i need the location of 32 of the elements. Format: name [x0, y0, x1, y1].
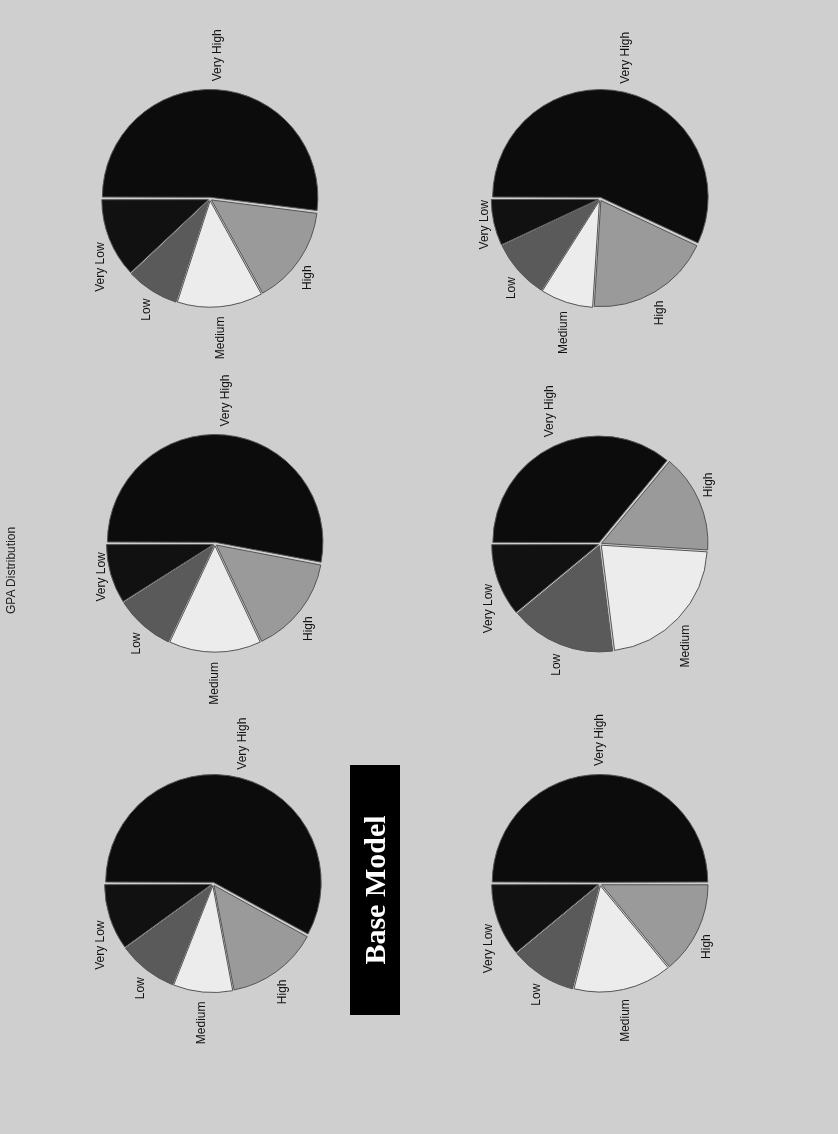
slice-label: Very Low — [481, 583, 496, 634]
slice-label: High — [299, 265, 314, 291]
chart-title: GPA Distribution — [4, 526, 18, 614]
slice-label: Low — [529, 983, 544, 1006]
slice-label: High — [699, 934, 714, 959]
text: Base Model — [350, 765, 400, 1015]
slice-label: Medium — [678, 624, 693, 668]
slice-label: Low — [129, 632, 144, 655]
slice-label: Very Low — [477, 199, 492, 250]
slice-label: Low — [139, 298, 154, 321]
slice-label: Very High — [542, 385, 557, 438]
slice-label: Very High — [218, 374, 233, 427]
slice-label: Very Low — [92, 242, 107, 292]
slice-label: Very High — [592, 713, 607, 766]
slice-label: Medium — [618, 999, 633, 1042]
slice-label: Medium — [194, 1001, 209, 1045]
slice-label: Medium — [207, 662, 222, 705]
slice-label: High — [652, 300, 667, 326]
slice-label: Very High — [234, 717, 249, 770]
slice-label: Very Low — [93, 920, 108, 970]
slice-label: Medium — [213, 316, 228, 360]
slice-label: High — [300, 616, 315, 642]
slice-label: Medium — [555, 311, 570, 354]
slice-label: Low — [503, 276, 518, 300]
slice-label: Very Low — [94, 551, 108, 602]
slice-label: Very Low — [481, 923, 496, 974]
slice-label: Very High — [209, 29, 224, 82]
slice-label: High — [700, 472, 715, 498]
slice-label: Very High — [618, 31, 633, 84]
slice-label: Low — [548, 653, 563, 676]
slice-label: Low — [132, 976, 147, 1000]
slice-label: High — [274, 979, 289, 1005]
